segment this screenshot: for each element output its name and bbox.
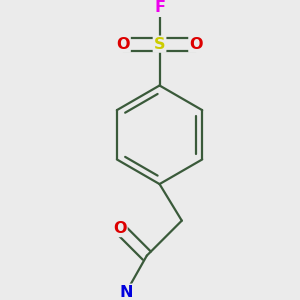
Text: S: S <box>154 37 165 52</box>
Text: O: O <box>189 37 203 52</box>
Text: N: N <box>119 285 133 300</box>
Text: O: O <box>113 221 127 236</box>
Text: O: O <box>116 37 130 52</box>
Text: F: F <box>154 0 165 15</box>
